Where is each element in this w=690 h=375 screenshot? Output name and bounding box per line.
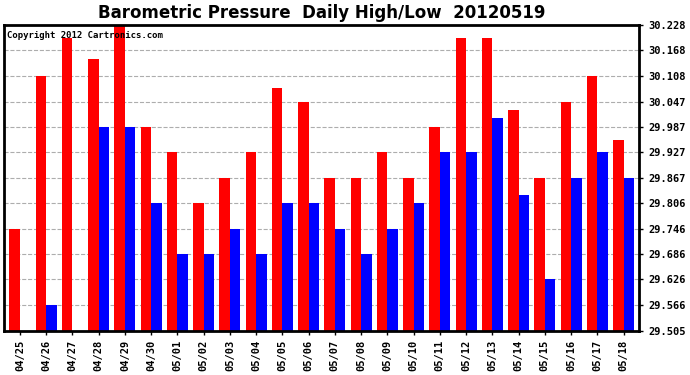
Bar (36, 76, 46, 330)
Text: Copyright 2012 Cartronics.com: Copyright 2012 Cartronics.com (8, 31, 164, 40)
Bar (141, 127, 151, 330)
Bar (586, 76, 598, 330)
Bar (282, 203, 293, 330)
Bar (308, 203, 319, 330)
Bar (272, 88, 282, 330)
Bar (230, 229, 240, 330)
Bar (560, 102, 571, 330)
Bar (508, 110, 519, 330)
Bar (125, 127, 135, 330)
Bar (624, 178, 634, 330)
Bar (167, 152, 177, 330)
Bar (493, 118, 503, 330)
Bar (256, 254, 266, 330)
Bar (613, 140, 624, 330)
Bar (324, 178, 335, 330)
Bar (545, 279, 555, 330)
Bar (46, 305, 57, 330)
Bar (455, 38, 466, 330)
Bar (335, 229, 346, 330)
Bar (246, 152, 256, 330)
Bar (377, 152, 387, 330)
Bar (204, 254, 214, 330)
Bar (571, 178, 582, 330)
Bar (88, 59, 99, 330)
Bar (62, 38, 72, 330)
Bar (151, 203, 161, 330)
Bar (10, 229, 20, 330)
Bar (177, 254, 188, 330)
Bar (598, 152, 608, 330)
Bar (482, 38, 493, 330)
Bar (440, 152, 451, 330)
Bar (519, 195, 529, 330)
Bar (387, 229, 398, 330)
Bar (403, 178, 413, 330)
Bar (193, 203, 204, 330)
Bar (534, 178, 545, 330)
Bar (219, 178, 230, 330)
Bar (361, 254, 372, 330)
Bar (351, 178, 361, 330)
Title: Barometric Pressure  Daily High/Low  20120519: Barometric Pressure Daily High/Low 20120… (98, 4, 546, 22)
Bar (99, 127, 109, 330)
Bar (466, 152, 477, 330)
Bar (115, 25, 125, 330)
Bar (413, 203, 424, 330)
Bar (298, 102, 308, 330)
Bar (429, 127, 440, 330)
